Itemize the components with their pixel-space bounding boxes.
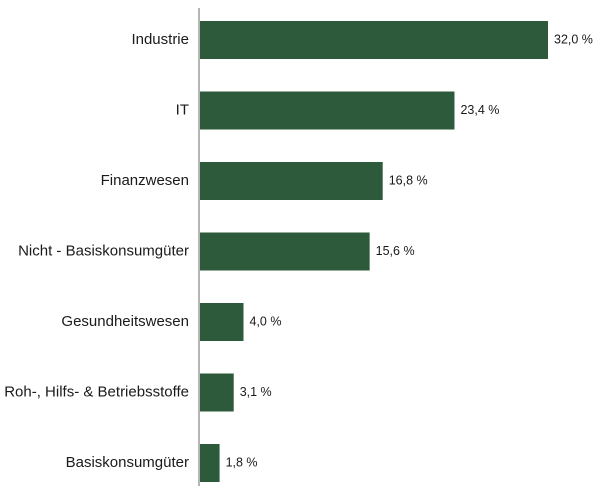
value-label: 1,8 % [226,455,258,469]
value-label: 3,1 % [240,385,272,399]
category-label: Gesundheitswesen [61,313,189,330]
value-label: 4,0 % [250,314,282,328]
bar-2 [200,162,383,200]
bar-3 [200,232,370,271]
category-label: IT [176,101,189,118]
bar-1 [200,91,455,130]
bar-4 [200,303,244,341]
value-label: 16,8 % [389,173,428,187]
value-label: 15,6 % [376,244,415,258]
category-label: Industrie [131,31,189,48]
bar-6 [200,444,220,482]
category-label: Basiskonsumgüter [66,454,189,471]
category-label: Finanzwesen [101,172,189,189]
labels-layer: Industrie 32,0 % IT 23,4 % Finanzwesen 16,8 %… [4,31,593,471]
bar-0 [200,21,548,59]
value-label: 23,4 % [460,103,499,117]
value-label: 32,0 % [554,32,593,46]
category-label: Roh-, Hilfs- & Betriebsstoffe [4,383,189,400]
bars-layer [200,21,548,482]
category-label: Nicht - Basiskonsumgüter [18,242,189,259]
bar-5 [200,373,234,412]
